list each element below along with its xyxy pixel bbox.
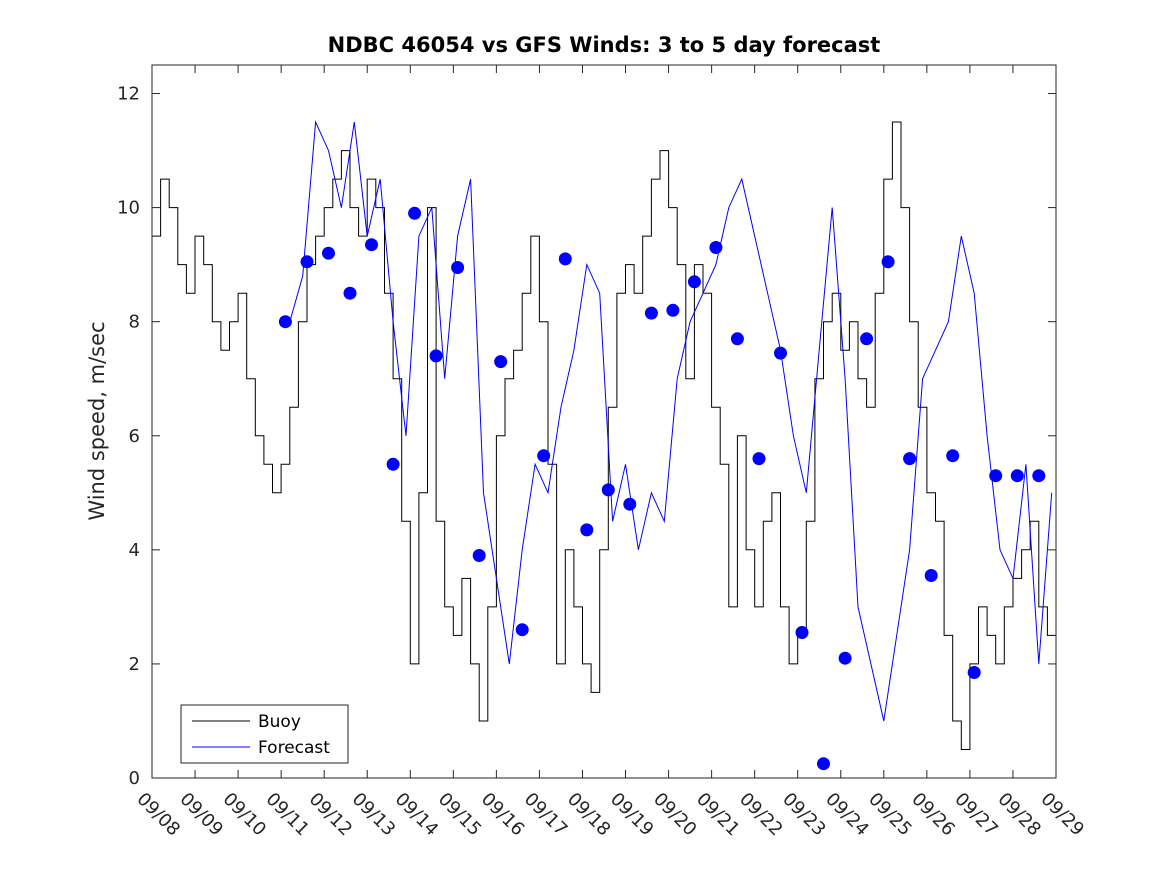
chart-title: NDBC 46054 vs GFS Winds: 3 to 5 day fore… — [328, 33, 881, 57]
y-tick-label: 4 — [129, 540, 140, 561]
forecast-marker — [709, 241, 723, 254]
forecast-marker — [451, 261, 465, 274]
y-tick-label: 2 — [129, 654, 140, 675]
forecast-marker — [687, 275, 701, 289]
forecast-marker — [989, 469, 1003, 483]
forecast-marker — [494, 355, 508, 369]
forecast-marker — [515, 623, 529, 637]
forecast-marker — [774, 346, 787, 360]
forecast-marker — [860, 332, 874, 346]
y-tick-label: 10 — [117, 198, 140, 219]
forecast-marker — [881, 255, 895, 269]
forecast-marker — [300, 255, 314, 269]
plot-area — [152, 120, 1057, 771]
forecast-marker — [752, 452, 766, 466]
forecast-marker — [322, 246, 335, 260]
forecast-marker — [472, 549, 486, 562]
forecast-marker — [343, 286, 357, 300]
forecast-marker — [903, 452, 917, 466]
forecast-marker — [730, 332, 744, 346]
forecast-marker — [1032, 469, 1046, 483]
forecast-marker — [386, 457, 400, 471]
forecast-marker — [429, 349, 443, 363]
forecast-marker — [537, 449, 551, 463]
forecast-marker — [601, 483, 615, 497]
y-axis-label: Wind speed, m/sec — [85, 321, 109, 520]
plot-frame — [151, 64, 1057, 779]
forecast-marker — [838, 651, 852, 665]
forecast-series-line — [289, 120, 1053, 722]
y-tick-label: 8 — [129, 312, 140, 333]
forecast-marker — [1010, 469, 1024, 483]
legend-box — [180, 704, 349, 764]
forecast-marker — [946, 449, 960, 463]
forecast-marker — [924, 569, 938, 582]
forecast-marker — [278, 315, 292, 329]
forecast-marker — [666, 303, 680, 317]
y-tick-label: 12 — [117, 84, 140, 105]
forecast-marker — [623, 497, 637, 511]
y-tick-label: 0 — [129, 768, 140, 789]
y-tick-label: 6 — [129, 426, 140, 447]
forecast-marker — [365, 238, 378, 252]
buoy-series-line — [152, 121, 1057, 750]
forecast-marker — [558, 252, 572, 266]
forecast-marker — [644, 306, 658, 320]
legend-forecast-label: Forecast — [258, 738, 330, 758]
legend-buoy-label: Buoy — [258, 712, 301, 732]
forecast-marker — [817, 757, 830, 771]
forecast-marker — [408, 206, 422, 220]
forecast-marker — [795, 626, 809, 639]
legend: Buoy Forecast — [180, 704, 349, 764]
forecast-marker — [580, 523, 594, 537]
forecast-marker — [967, 666, 981, 679]
